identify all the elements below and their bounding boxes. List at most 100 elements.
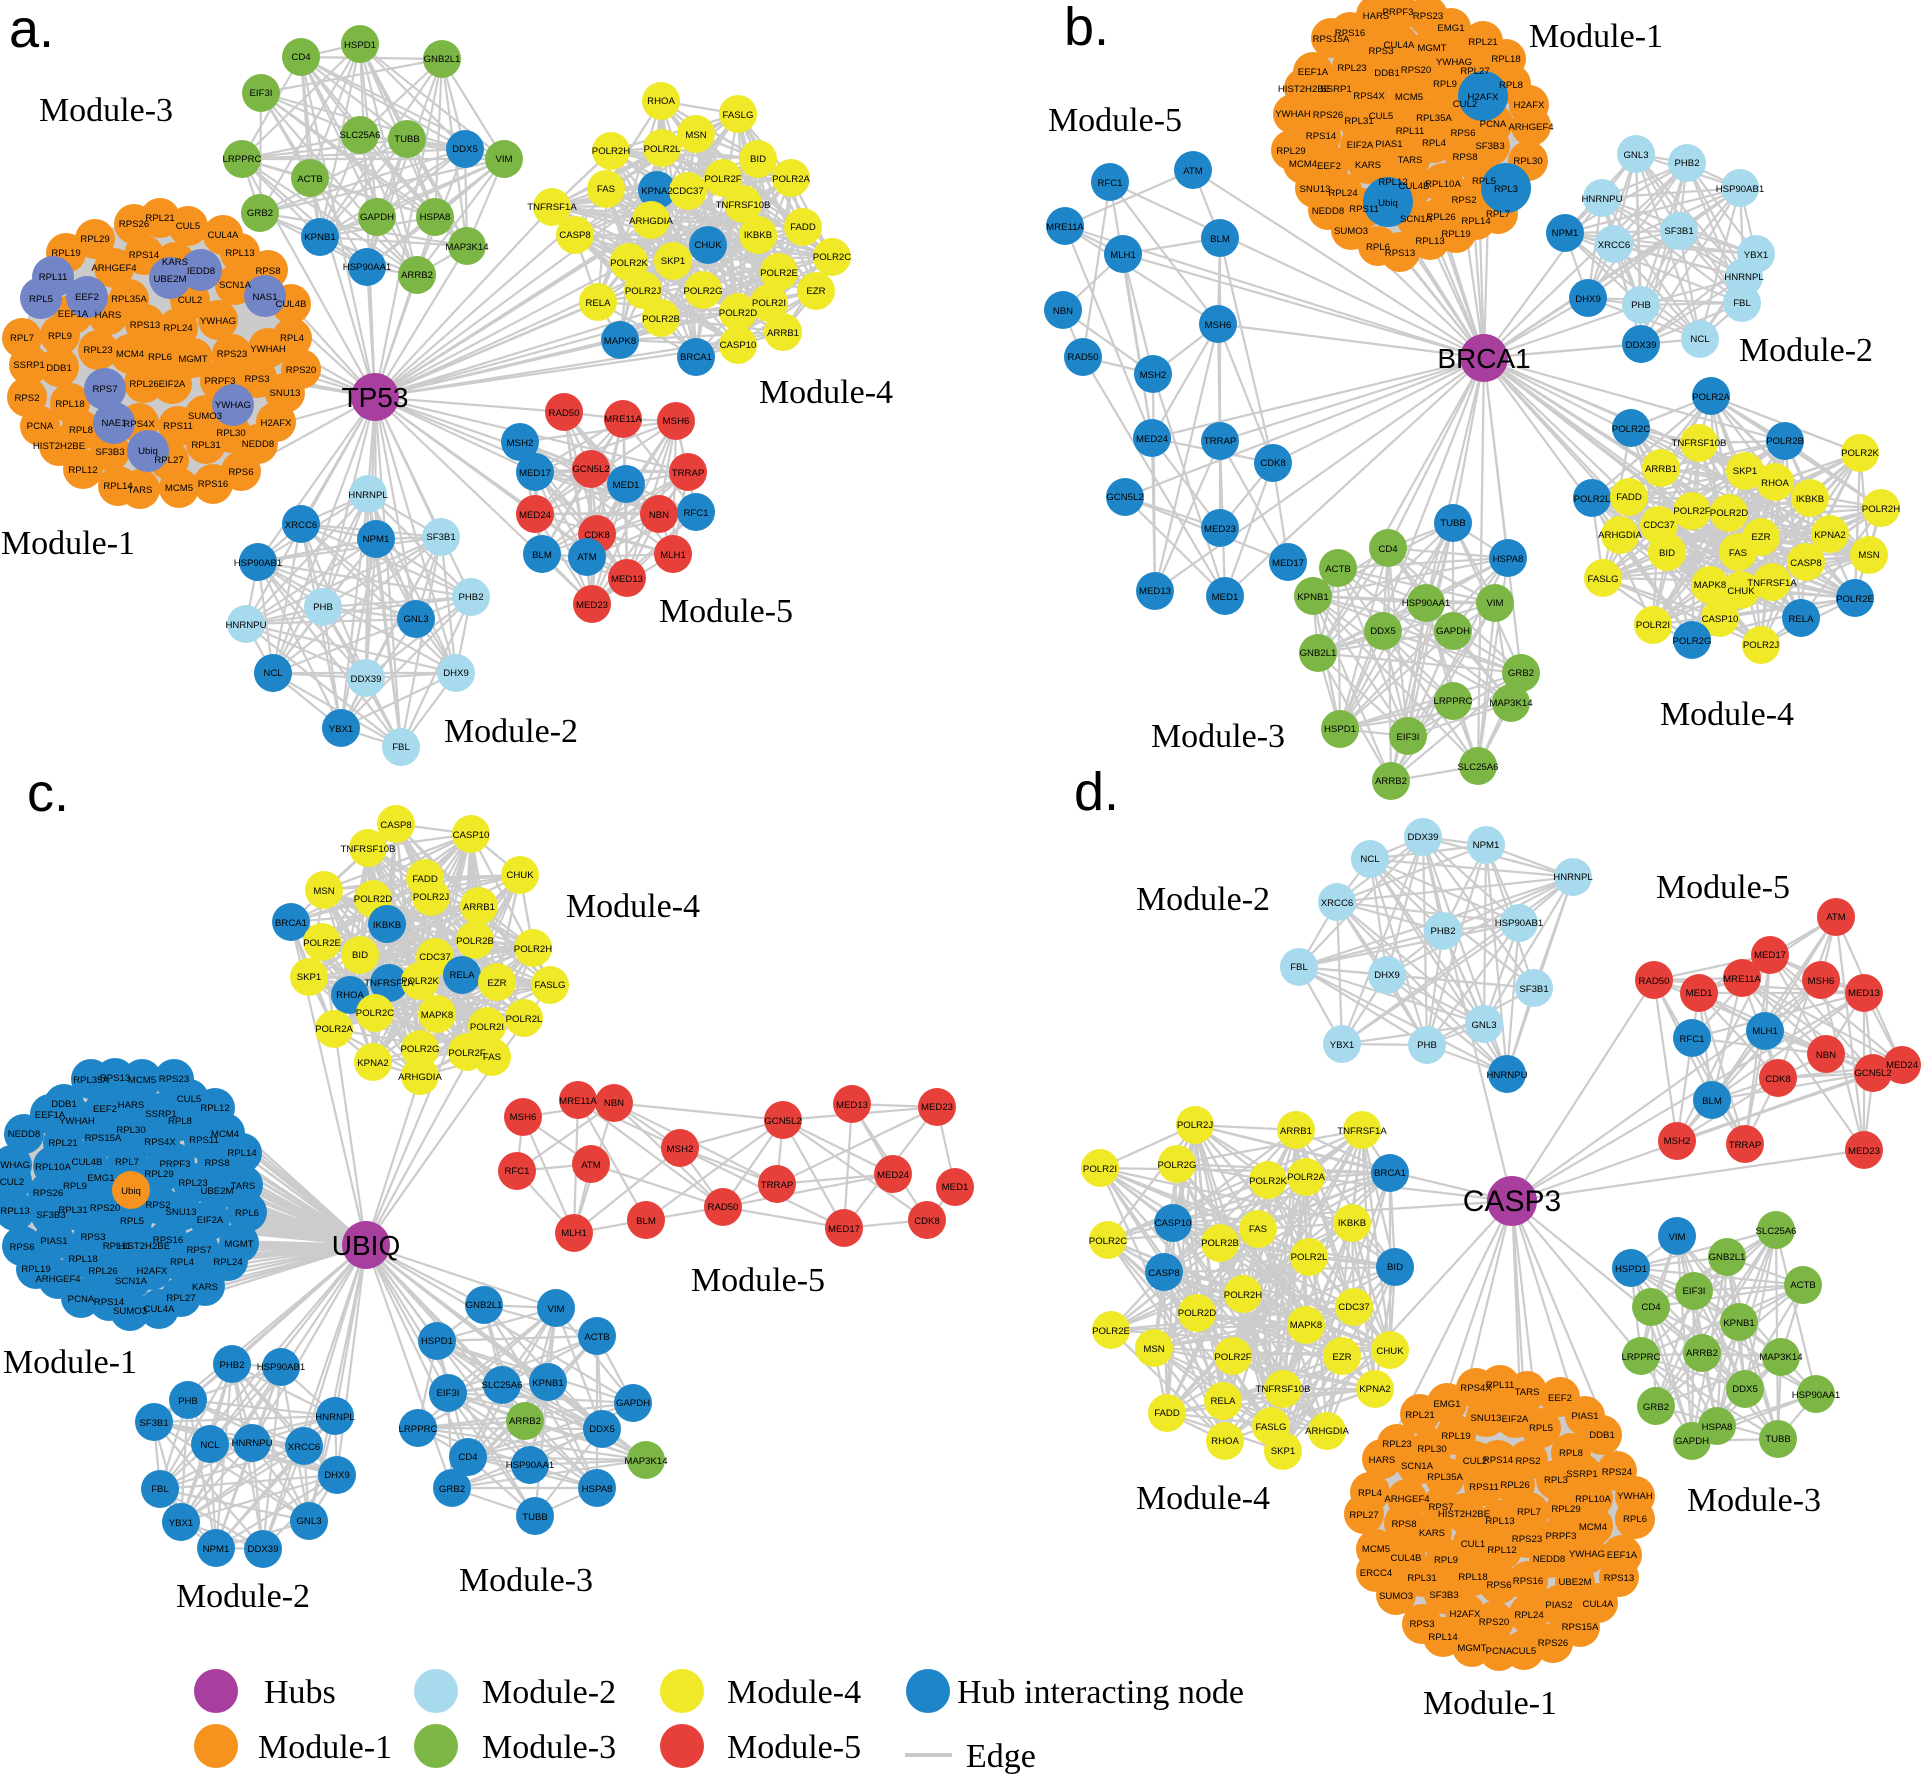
svg-text:MED13: MED13	[1848, 988, 1880, 999]
svg-text:EMG1: EMG1	[1437, 23, 1464, 34]
svg-text:RPS13: RPS13	[130, 320, 160, 331]
svg-text:PRPF3: PRPF3	[160, 1159, 191, 1170]
svg-text:RPL29: RPL29	[1276, 146, 1305, 157]
svg-text:EZR: EZR	[1332, 1352, 1351, 1363]
svg-text:SF3B1: SF3B1	[426, 532, 455, 543]
svg-text:RPL18: RPL18	[55, 399, 84, 410]
svg-text:HSP90AB1: HSP90AB1	[1495, 918, 1544, 929]
svg-text:FAS: FAS	[597, 184, 615, 195]
svg-text:MGMT: MGMT	[178, 354, 207, 365]
svg-text:Module-3: Module-3	[1151, 718, 1285, 755]
svg-text:SKP1: SKP1	[297, 972, 322, 983]
svg-text:a.: a.	[9, 0, 54, 59]
svg-text:ATM: ATM	[577, 552, 597, 563]
svg-text:RPL12: RPL12	[68, 465, 97, 476]
svg-text:RPL18: RPL18	[68, 1254, 97, 1265]
svg-text:SUMO3: SUMO3	[1379, 1591, 1413, 1602]
svg-text:POLR2D: POLR2D	[719, 308, 757, 319]
svg-text:RHOA: RHOA	[647, 96, 675, 107]
svg-text:SF3B3: SF3B3	[95, 447, 124, 458]
svg-text:RPL35A: RPL35A	[111, 294, 147, 305]
svg-text:NBN: NBN	[1816, 1050, 1836, 1061]
svg-text:BLM: BLM	[1210, 234, 1230, 245]
svg-text:MSN: MSN	[1143, 1344, 1164, 1355]
svg-text:PHB2: PHB2	[458, 592, 483, 603]
svg-text:UBE2M: UBE2M	[153, 274, 186, 285]
svg-text:CDK8: CDK8	[1765, 1074, 1791, 1085]
svg-text:NCL: NCL	[1690, 334, 1710, 345]
svg-text:POLR2C: POLR2C	[1089, 1236, 1127, 1247]
svg-text:HSP90AA1: HSP90AA1	[343, 262, 392, 273]
svg-text:MLH1: MLH1	[561, 1228, 587, 1239]
svg-text:SCN1A: SCN1A	[115, 1276, 148, 1287]
svg-text:RPL14: RPL14	[103, 481, 133, 492]
svg-text:RPL21: RPL21	[1468, 37, 1497, 48]
svg-text:HNRNPU: HNRNPU	[231, 1438, 272, 1449]
svg-text:EZR: EZR	[1751, 532, 1770, 543]
svg-text:RPL8: RPL8	[1559, 1448, 1583, 1459]
svg-text:POLR2K: POLR2K	[401, 976, 439, 987]
svg-text:ARRB1: ARRB1	[767, 328, 799, 339]
svg-text:NPM1: NPM1	[1552, 228, 1579, 239]
svg-text:CASP3: CASP3	[1463, 1185, 1561, 1218]
svg-text:EMG1: EMG1	[1433, 1399, 1460, 1410]
svg-text:TRRAP: TRRAP	[761, 1180, 794, 1191]
svg-text:POLR2L: POLR2L	[1574, 494, 1611, 505]
svg-text:POLR2C: POLR2C	[1612, 424, 1650, 435]
svg-text:SCN1A: SCN1A	[1400, 214, 1433, 225]
svg-text:POLR2B: POLR2B	[1201, 1238, 1239, 1249]
svg-text:RPS23: RPS23	[159, 1074, 189, 1085]
svg-text:POLR2G: POLR2G	[1673, 636, 1712, 647]
svg-text:RPS24: RPS24	[1602, 1467, 1633, 1478]
svg-text:POLR2H: POLR2H	[592, 146, 630, 157]
svg-text:GNL3: GNL3	[296, 1516, 321, 1527]
svg-text:BID: BID	[750, 154, 766, 165]
svg-text:GCN5L2: GCN5L2	[764, 1116, 801, 1127]
svg-text:RPL12: RPL12	[200, 1103, 229, 1114]
svg-text:RPL23: RPL23	[178, 1178, 207, 1189]
svg-text:PIAS1: PIAS1	[40, 1236, 67, 1247]
svg-text:RPL29: RPL29	[80, 234, 109, 245]
svg-text:Module-5: Module-5	[1656, 869, 1790, 906]
svg-text:RPL19: RPL19	[51, 248, 80, 259]
svg-text:DHX9: DHX9	[1575, 294, 1601, 305]
svg-text:RAD50: RAD50	[1068, 352, 1099, 363]
svg-text:VIM: VIM	[547, 1304, 564, 1315]
svg-text:MSH6: MSH6	[663, 416, 690, 427]
svg-text:RPS2: RPS2	[1515, 1456, 1540, 1467]
svg-text:TNFRSF10B: TNFRSF10B	[341, 844, 396, 855]
svg-text:CDC37: CDC37	[1338, 1302, 1369, 1313]
svg-text:RPS7: RPS7	[186, 1245, 211, 1256]
svg-text:H2AFX: H2AFX	[261, 418, 293, 429]
svg-text:MLH1: MLH1	[1752, 1026, 1778, 1037]
svg-text:b.: b.	[1064, 0, 1109, 57]
svg-text:EMG1: EMG1	[87, 1173, 114, 1184]
svg-text:XRCC6: XRCC6	[285, 520, 318, 531]
svg-text:BRCA1: BRCA1	[1374, 1168, 1406, 1179]
svg-text:HSPA8: HSPA8	[1702, 1422, 1733, 1433]
svg-text:RPL31: RPL31	[191, 440, 220, 451]
svg-text:TUBB: TUBB	[1765, 1434, 1791, 1445]
svg-text:RPL27: RPL27	[166, 1293, 195, 1304]
svg-text:MAP3K14: MAP3K14	[445, 242, 489, 253]
svg-text:SF3B1: SF3B1	[139, 1418, 168, 1429]
svg-text:YWHAG: YWHAG	[1436, 57, 1472, 68]
svg-text:GRB2: GRB2	[1508, 668, 1534, 679]
svg-text:PRPF3: PRPF3	[1383, 7, 1414, 18]
svg-text:ARHGDIA: ARHGDIA	[398, 1072, 442, 1083]
svg-text:Module-4: Module-4	[1136, 1480, 1270, 1517]
svg-text:GCN5L2: GCN5L2	[1106, 492, 1143, 503]
svg-text:MCM5: MCM5	[128, 1075, 156, 1086]
svg-text:CDC37: CDC37	[419, 952, 450, 963]
svg-text:CD4: CD4	[458, 1452, 478, 1463]
svg-text:PCNA: PCNA	[1480, 119, 1507, 130]
svg-text:YWHAG: YWHAG	[215, 400, 251, 411]
svg-text:DDX5: DDX5	[589, 1424, 615, 1435]
svg-text:MSH2: MSH2	[667, 1144, 694, 1155]
svg-text:RPS11: RPS11	[1469, 1482, 1499, 1493]
svg-text:Module-3: Module-3	[459, 1562, 593, 1599]
svg-text:RPL24: RPL24	[1328, 188, 1358, 199]
svg-text:CUL4A: CUL4A	[144, 1304, 176, 1315]
svg-text:MED24: MED24	[1886, 1060, 1919, 1071]
svg-text:POLR2A: POLR2A	[1692, 392, 1730, 403]
